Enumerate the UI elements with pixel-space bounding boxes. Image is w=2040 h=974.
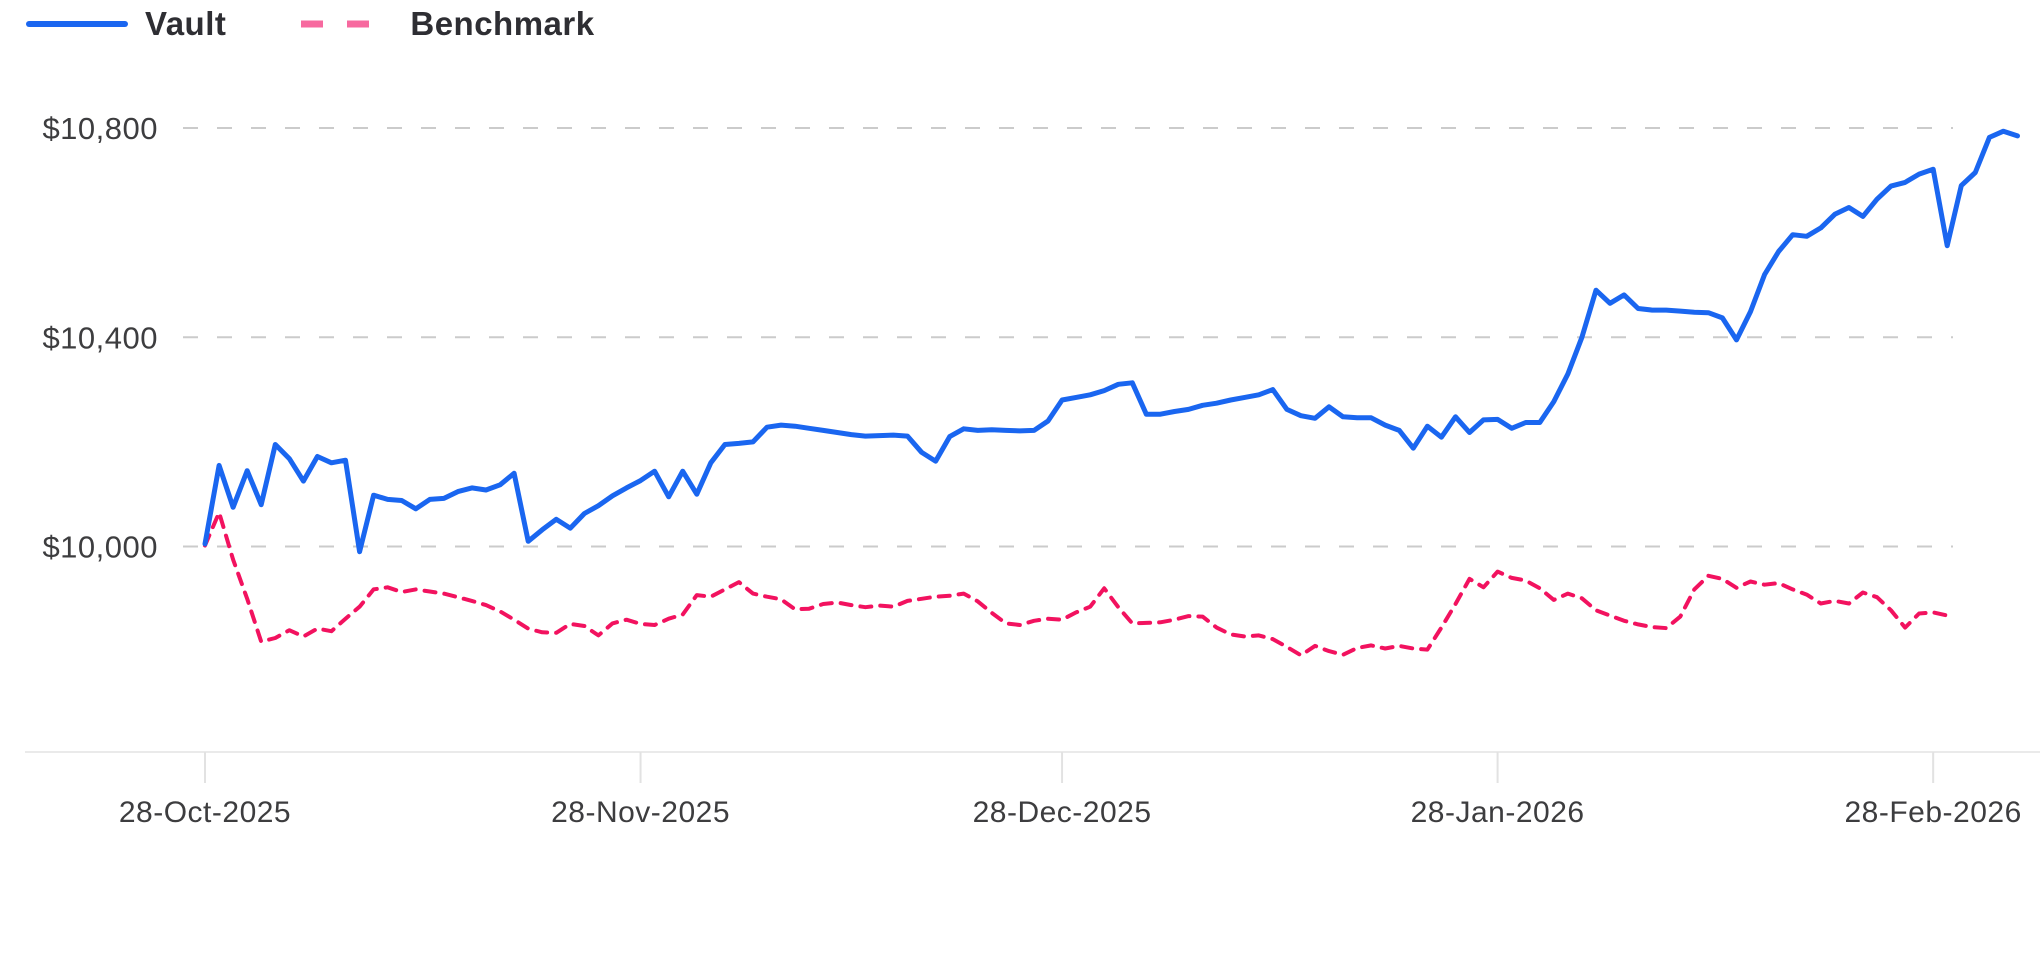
gridlines: [183, 127, 1953, 548]
x-axis-label-1: 28-Nov-2025: [551, 796, 730, 829]
y-axis-label-10400: $10,400: [42, 320, 158, 355]
series-lines[interactable]: [202, 128, 2020, 658]
x-axis-label-0: 28-Oct-2025: [119, 796, 291, 829]
vault-line-swatch-icon: [26, 21, 128, 27]
x-axis-tick-marks: [204, 752, 1935, 783]
chart-legend: Vault Benchmark: [25, 2, 595, 46]
benchmark-line-series[interactable]: [203, 510, 1950, 658]
legend-label-benchmark: Benchmark: [410, 5, 595, 42]
x-axis-labels: 28-Oct-2025 28-Nov-2025 28-Dec-2025 28-Jan-…: [119, 796, 2022, 829]
y-axis-label-10000: $10,000: [42, 530, 158, 565]
legend-label-vault: Vault: [145, 5, 227, 42]
vault-line-series[interactable]: [202, 128, 2020, 555]
x-axis-label-4: 28-Feb-2026: [1845, 796, 2022, 829]
y-axis-labels: $10,000 $10,400 $10,800: [42, 111, 158, 565]
legend-item-benchmark[interactable]: Benchmark: [298, 5, 594, 43]
legend-item-vault[interactable]: Vault: [25, 5, 226, 43]
y-axis-label-10800: $10,800: [42, 111, 158, 146]
benchmark-dashed-swatch-icon: [301, 20, 392, 28]
x-axis-label-2: 28-Dec-2025: [973, 796, 1152, 829]
x-axis-label-3: 28-Jan-2026: [1411, 796, 1585, 829]
